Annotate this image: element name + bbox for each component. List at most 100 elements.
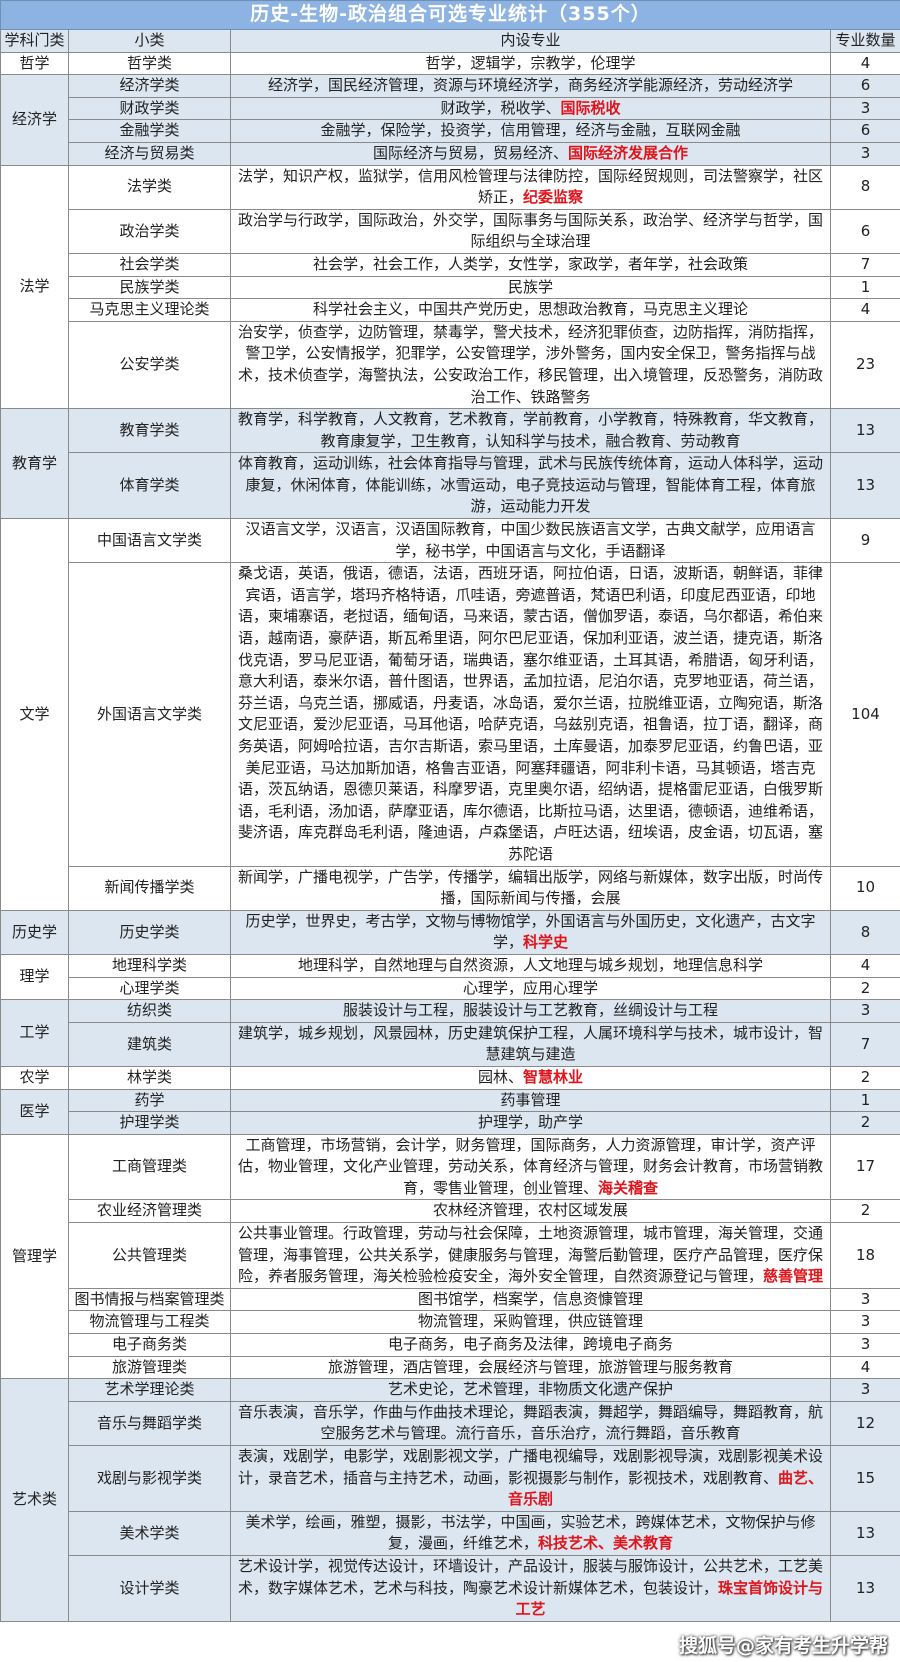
majors-cell: 护理学，助产学 (230, 1111, 831, 1135)
majors-cell: 艺术设计学，视觉传达设计，环墙设计，产品设计，服装与服饰设计，公共艺术，工艺美术… (230, 1554, 831, 1622)
subcategory-cell: 建筑类 (68, 1021, 231, 1067)
discipline-cell: 历史学 (0, 909, 69, 955)
table-row: 美术学类 美术学，绘画，雅塑，摄影，书法学，中国画，实验艺术，跨媒体艺术，文物保护… (1, 1510, 900, 1556)
count-cell: 6 (830, 74, 900, 98)
table-row: 哲学 哲学类 哲学，逻辑学，宗教学，伦理学 4 (0, 51, 900, 76)
count-cell: 104 (830, 562, 900, 867)
table-row: 体育学类 体育教育，运动训练，社会体育指导与管理，武术与民族传统体育，运动人体科学… (1, 452, 900, 520)
new-major-highlight: 国际经济发展合作 (568, 143, 689, 162)
count-cell: 23 (830, 320, 900, 410)
table-row: 旅游管理类 旅游管理，酒店管理，会展经济与管理，旅游管理与服务教育 4 (1, 1355, 900, 1380)
majors-text: 治安学，侦查学，边防管理，禁毒学，警犬技术，经济犯罪侦查，边防指挥，消防指挥，警… (237, 322, 823, 406)
majors-text: 心理学，应用心理学 (462, 978, 598, 997)
majors-text: 新闻学，广播电视学，广告学，传播学，编辑出版学，网络与新媒体，数字出版，时尚传播… (237, 867, 823, 908)
table-row: 农学 林学类 园林、智慧林业 2 (0, 1065, 900, 1090)
majors-cell: 园林、智慧林业 (230, 1065, 831, 1090)
count-cell: 10 (830, 865, 900, 911)
majors-text: 哲学，逻辑学，宗教学，伦理学 (425, 53, 636, 72)
table-row: 电子商务类 电子商务，电子商务及法律，跨境电子商务 3 (1, 1333, 900, 1357)
new-major-highlight: 珠宝首饰设计与工艺 (515, 1578, 824, 1619)
majors-cell: 旅游管理，酒店管理，会展经济与管理，旅游管理与服务教育 (230, 1355, 831, 1380)
majors-cell: 电子商务，电子商务及法律，跨境电子商务 (230, 1333, 831, 1357)
table-row: 新闻传播学类 新闻学，广播电视学，广告学，传播学，编辑出版学，网络与新媒体，数字出… (1, 865, 900, 911)
count-cell: 8 (830, 164, 900, 210)
subcategory-cell: 社会学类 (68, 252, 231, 277)
table-row: 图书情报与档案管理类 图书馆学，档案学，信息资慷管理 3 (1, 1287, 900, 1312)
table-row: 艺术类 艺术学理论类 艺术史论，艺术管理，非物质文化遗产保护 3 (0, 1378, 900, 1622)
count-cell: 4 (830, 1355, 900, 1380)
majors-text: 音乐表演，音乐学，作曲与作曲技术理论，舞蹈表演，舞超学，舞蹈编导，舞蹈教育，航空… (237, 1402, 823, 1443)
table-row: 民族学类 民族学 1 (1, 275, 900, 300)
count-cell: 13 (830, 452, 900, 520)
count-cell: 4 (830, 51, 900, 76)
table-row: 政治学类 政治学与行政学，国际政治，外交学，国际事务与国际关系，政治学、经济学与哲… (1, 208, 900, 254)
header-discipline: 学科门类 (0, 29, 69, 53)
table-row: 戏剧与影视学类 表演，戏剧学，电影学，戏剧影视文学，广播电视编导，戏剧影视导演，戏… (1, 1445, 900, 1512)
count-cell: 2 (830, 976, 900, 1001)
subcategory-cell: 图书情报与档案管理类 (68, 1287, 231, 1312)
majors-text: 护理学，助产学 (477, 1113, 583, 1132)
subcategory-cell: 经济与贸易类 (68, 141, 231, 166)
majors-cell: 艺术史论，艺术管理，非物质文化遗产保护 (230, 1378, 831, 1402)
majors-cell: 美术学，绘画，雅塑，摄影，书法学，中国画，实验艺术，跨媒体艺术，文物保护与修复，… (230, 1510, 831, 1556)
subcategory-cell: 护理学类 (68, 1111, 231, 1135)
count-cell: 7 (830, 252, 900, 277)
majors-cell: 金融学，保险学，投资学，信用管理，经济与金融，互联网金融 (230, 119, 831, 143)
count-cell: 3 (830, 1287, 900, 1312)
majors-text: 桑戈语，英语，俄语，德语，法语，西班牙语，阿拉伯语，日语，波斯语，朝鲜语，菲律宾… (237, 564, 823, 863)
majors-cell: 心理学，应用心理学 (230, 976, 831, 1001)
count-cell: 3 (830, 1310, 900, 1335)
table-row: 经济与贸易类 国际经济与贸易，贸易经济、国际经济发展合作 3 (1, 141, 900, 166)
majors-cell: 哲学，逻辑学，宗教学，伦理学 (230, 51, 831, 76)
subcategory-cell: 外国语言文学类 (68, 562, 231, 867)
header-subcategory: 小类 (68, 29, 231, 53)
count-cell: 17 (830, 1133, 900, 1201)
table-row: 工学 纺织类 服装设计与工程，服装设计与工艺教育，丝绸设计与工程 3 (0, 999, 900, 1067)
count-cell: 6 (830, 119, 900, 143)
count-cell: 1 (830, 1088, 900, 1113)
majors-table: 历史-生物-政治组合可选专业统计（355个） 学科门类 小类 内设专业 专业数量… (0, 0, 900, 1622)
watermark: 搜狐号@家有考生升学帮 (678, 1635, 888, 1657)
majors-text: 社会学，社会工作，人类学，女性学，家政学，者年学，社会政策 (312, 254, 748, 273)
count-cell: 13 (830, 1510, 900, 1556)
subcategory-cell: 纺织类 (68, 999, 231, 1023)
table-row: 音乐与舞蹈学类 音乐表演，音乐学，作曲与作曲技术理论，舞蹈表演，舞超学，舞蹈编导，… (1, 1400, 900, 1447)
majors-cell: 汉语言文学，汉语言，汉语国际教育，中国少数民族语言文学，古典文献学，应用语言学，… (230, 518, 831, 564)
table-row: 农业经济管理类 农林经济管理，农村区域发展 2 (1, 1199, 900, 1224)
new-major-highlight: 科技艺术、美术教育 (538, 1534, 674, 1553)
majors-text: 国际经济与贸易，贸易经济、 (372, 143, 568, 162)
new-major-highlight: 国际税收 (560, 98, 621, 117)
majors-cell: 民族学 (230, 275, 831, 300)
majors-text: 服装设计与工程，服装设计与工艺教育，丝绸设计与工程 (342, 1001, 718, 1020)
majors-text: 金融学，保险学，投资学，信用管理，经济与金融，互联网金融 (320, 121, 741, 140)
majors-cell: 药事管理 (230, 1088, 831, 1113)
count-cell: 13 (830, 1554, 900, 1622)
majors-text: 财政学，税收学、 (440, 98, 561, 117)
count-cell: 3 (830, 999, 900, 1023)
table-row: 理学 地理科学类 地理科学，自然地理与自然资源，人文地理与城乡规划，地理信息科学 4 (0, 953, 900, 1001)
table-body: 哲学 哲学类 哲学，逻辑学，宗教学，伦理学 4 经济学 经济学类 经济学，国民经济管理，资源… (0, 51, 900, 1622)
discipline-cell: 艺术类 (0, 1378, 69, 1622)
count-cell: 7 (830, 1021, 900, 1067)
majors-text: 民族学 (507, 277, 553, 296)
table-row: 心理学类 心理学，应用心理学 2 (1, 976, 900, 1001)
table-row: 教育学 教育学类 教育学，科学教育，人文教育，艺术教育，学前教育，小学教育，特殊教育… (0, 408, 900, 520)
majors-cell: 图书馆学，档案学，信息资慷管理 (230, 1287, 831, 1312)
majors-text: 表演，戏剧学，电影学，戏剧影视文学，广播电视编导，戏剧影视导演，戏剧影视美术设计… (237, 1447, 823, 1487)
discipline-cell: 教育学 (0, 408, 69, 520)
majors-cell: 历史学，世界史，考古学，文物与博物馆学，外国语言与外国历史，文化遗产，古文字学，… (230, 909, 831, 955)
majors-cell: 社会学，社会工作，人类学，女性学，家政学，者年学，社会政策 (230, 252, 831, 277)
count-cell: 6 (830, 208, 900, 254)
majors-cell: 物流管理，采购管理，供应链管理 (230, 1310, 831, 1335)
discipline-cell: 工学 (0, 999, 69, 1067)
majors-cell: 地理科学，自然地理与自然资源，人文地理与城乡规划，地理信息科学 (230, 953, 831, 978)
subcategory-cell: 电子商务类 (68, 1333, 231, 1357)
subcategory-cell: 工商管理类 (68, 1133, 231, 1201)
majors-cell: 政治学与行政学，国际政治，外交学，国际事务与国际关系，政治学、经济学与哲学，国际… (230, 208, 831, 254)
subcategory-cell: 马克思主义理论类 (68, 298, 231, 322)
discipline-cell: 哲学 (0, 51, 69, 76)
discipline-cell: 法学 (0, 164, 69, 410)
count-cell: 13 (830, 408, 900, 454)
table-row: 马克思主义理论类 科学社会主义，中国共产党历史，思想政治教育，马克思主义理论 4 (1, 298, 900, 322)
new-major-highlight: 慈善管理 (763, 1267, 824, 1286)
